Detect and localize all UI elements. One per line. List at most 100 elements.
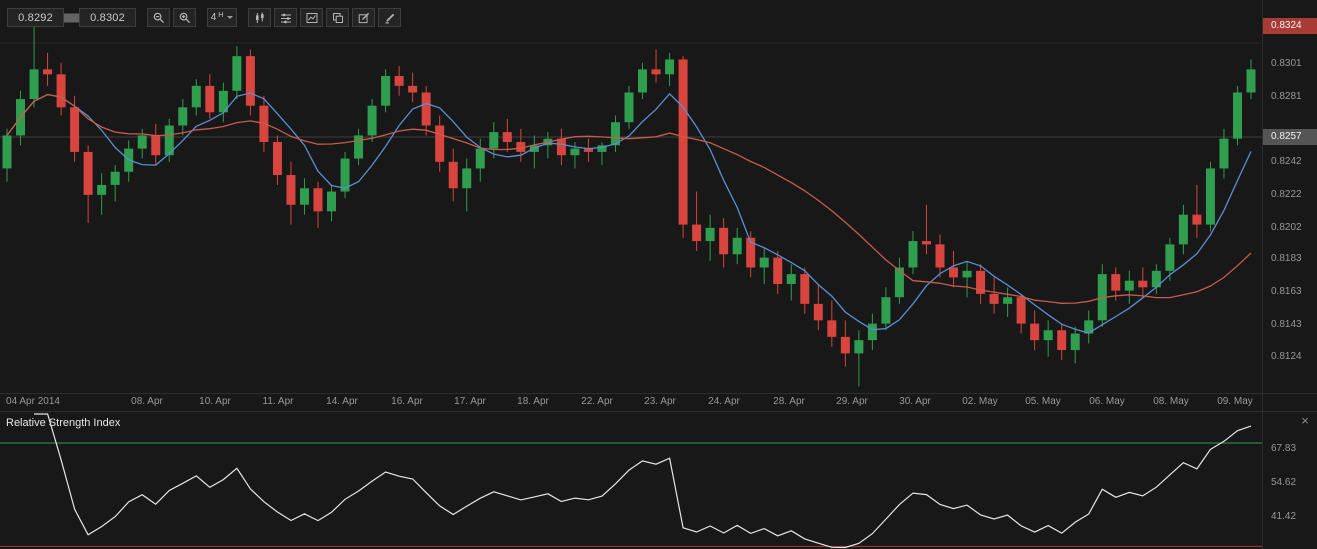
sell-button[interactable]: 0.8292: [7, 8, 64, 27]
chart-type-button[interactable]: [248, 8, 271, 27]
candle-body: [759, 257, 769, 268]
timeframe-value: 4: [210, 12, 217, 23]
candle-body: [313, 188, 323, 212]
candle-body: [827, 320, 837, 337]
candle-body: [286, 175, 296, 205]
candle-body: [218, 90, 228, 113]
candle-body: [475, 148, 485, 169]
pencil-icon: [385, 13, 394, 23]
annotate-button[interactable]: [352, 8, 375, 27]
candle-body: [989, 293, 999, 304]
candle-body: [1192, 214, 1202, 225]
price-tick-label: 0.8143: [1271, 319, 1302, 331]
date-tick-label: 29. Apr: [836, 396, 868, 407]
date-tick-label: 09. May: [1217, 396, 1253, 407]
candle-body: [137, 135, 147, 149]
candle-body: [97, 184, 107, 195]
rsi-line: [34, 413, 1252, 549]
candle-body: [381, 75, 391, 106]
magnifier-minus-icon: [153, 12, 164, 23]
rsi-tick-label: 41.42: [1271, 510, 1297, 522]
candle-body: [164, 125, 174, 156]
price-chart-svg: [0, 26, 1262, 387]
price-tick-label: 0.8183: [1271, 253, 1302, 265]
zoom-in-button[interactable]: [173, 8, 196, 27]
candle-body: [29, 69, 39, 100]
candle-body: [894, 267, 904, 298]
candle-body: [1219, 138, 1229, 169]
candle-body: [299, 188, 309, 205]
indicator-title: Relative Strength Index: [6, 417, 121, 429]
candle-body: [462, 168, 472, 189]
price-tick-label: 0.8301: [1271, 58, 1302, 70]
indicators-button[interactable]: [274, 8, 297, 27]
magnifier-plus-icon: [179, 12, 190, 23]
candle-body: [448, 161, 458, 189]
candle-body: [205, 85, 215, 113]
price-tick-label: 0.8202: [1271, 221, 1302, 233]
candle-body: [2, 135, 12, 169]
chart-window-button[interactable]: [300, 8, 323, 27]
price-axis[interactable]: 0.8301 0.8281 0.8242 0.8222 0.8202 0.8183 0.81…: [1263, 0, 1317, 393]
zoom-out-button[interactable]: [147, 8, 170, 27]
date-tick-label: 06. May: [1089, 396, 1125, 407]
candle-body: [976, 270, 986, 294]
date-tick-label: 08. Apr: [131, 396, 163, 407]
candle-body: [1178, 214, 1188, 245]
candle-body: [1205, 168, 1215, 225]
candle-body: [1165, 244, 1175, 271]
candle-body: [1070, 333, 1080, 351]
candle-body: [394, 75, 404, 86]
chart-axis-divider: [0, 393, 1317, 394]
candle-body: [1057, 330, 1067, 351]
candle-body: [949, 267, 959, 278]
edit-square-icon: [358, 12, 369, 23]
date-tick-label: 11. Apr: [262, 396, 294, 407]
date-tick-label: 17. Apr: [454, 396, 486, 407]
candle-body: [597, 145, 607, 152]
candle-body: [489, 132, 499, 149]
price-tick-label: 0.8124: [1271, 350, 1302, 362]
price-tick-label: 0.8281: [1271, 91, 1302, 103]
rsi-axis[interactable]: 67.83 54.62 41.42: [1263, 412, 1317, 549]
date-tick-label: 05. May: [1025, 396, 1061, 407]
candle-body: [232, 56, 242, 91]
close-indicator-button[interactable]: ×: [1301, 413, 1309, 428]
price-tick-label: 0.8242: [1271, 155, 1302, 167]
date-tick-label: 30. Apr: [899, 396, 931, 407]
date-tick-label: 28. Apr: [773, 396, 805, 407]
candle-body: [1016, 297, 1026, 324]
candle-body: [110, 171, 120, 185]
date-tick-label: 18. Apr: [517, 396, 549, 407]
date-tick-label: 08. May: [1153, 396, 1189, 407]
rsi-tick-label: 67.83: [1271, 442, 1297, 454]
candle-body: [502, 132, 512, 143]
candle-body: [692, 224, 702, 242]
rsi-tick-label: 54.62: [1271, 476, 1297, 488]
timeframe-unit: H: [218, 11, 224, 19]
date-tick-label: 23. Apr: [644, 396, 676, 407]
candle-body: [570, 148, 580, 156]
copy-icon: [332, 12, 343, 23]
price-tick-label: 0.8222: [1271, 188, 1302, 200]
candle-body: [1043, 330, 1053, 341]
candle-body: [1003, 297, 1013, 304]
candle-body: [327, 191, 337, 212]
candle-body: [1151, 270, 1161, 288]
time-axis[interactable]: 04 Apr 2014 08. Apr 10. Apr 11. Apr 14. Apr 1…: [0, 394, 1262, 411]
candle-body: [178, 107, 188, 126]
candle-body: [1111, 274, 1121, 291]
candle-body: [1084, 320, 1094, 334]
price-axis-divider: [1262, 0, 1263, 549]
buy-button[interactable]: 0.8302: [79, 8, 136, 27]
draw-button[interactable]: [378, 8, 401, 27]
candle-body: [921, 241, 931, 245]
candle-body: [610, 122, 620, 146]
rsi-panel[interactable]: Relative Strength Index: [0, 412, 1262, 549]
candle-body: [800, 274, 810, 304]
date-tick-label: 04 Apr 2014: [6, 396, 60, 407]
high-price-marker: 0.8324: [1263, 18, 1317, 35]
duplicate-chart-button[interactable]: [326, 8, 349, 27]
